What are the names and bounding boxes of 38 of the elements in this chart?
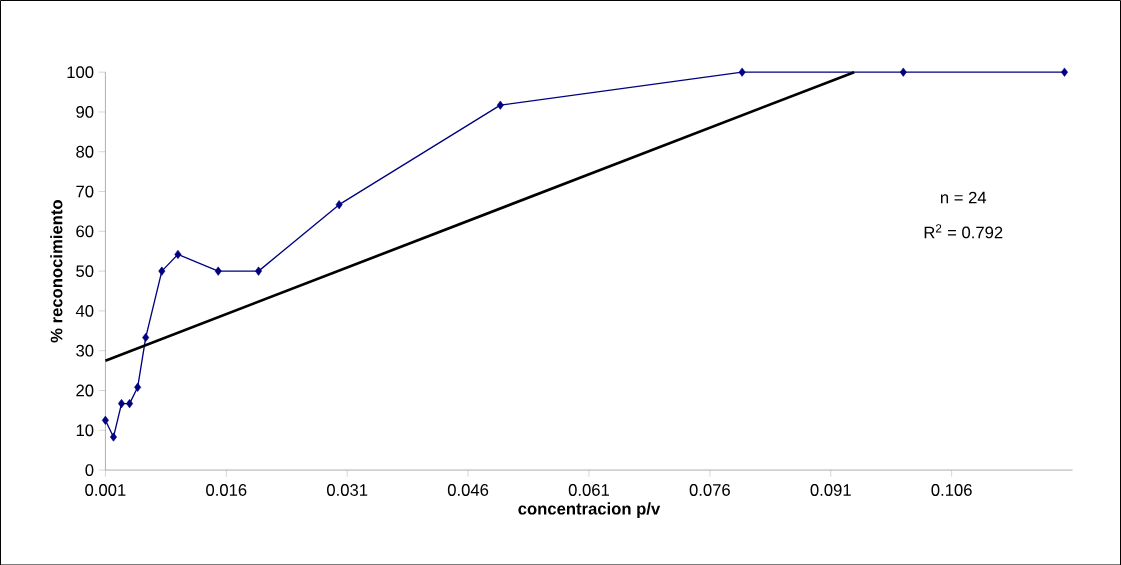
- x-tick-label: 0.031: [327, 483, 368, 496]
- annotation: n = 24: [940, 191, 987, 204]
- y-axis-title: % reconocimiento: [50, 199, 63, 343]
- x-tick-label: 0.046: [447, 483, 489, 496]
- annotation: R$^{2}$ = 0.792: [924, 224, 1003, 239]
- x-tick-label: 0.016: [206, 483, 247, 496]
- point: [101, 415, 109, 425]
- point: [126, 398, 134, 408]
- x-tick-label: 0.106: [931, 483, 972, 496]
- x-tick-label: 0.001: [85, 483, 126, 496]
- y-tick-label: 20: [76, 384, 94, 397]
- point: [214, 266, 222, 276]
- point: [158, 266, 166, 276]
- x-axis-title: concentracion p/v: [518, 502, 661, 518]
- point: [1061, 67, 1068, 77]
- point: [134, 382, 142, 392]
- y-tick-label: 50: [76, 264, 94, 277]
- point: [738, 67, 746, 77]
- point: [335, 199, 343, 209]
- point: [174, 249, 182, 259]
- y-tick-label: 40: [75, 304, 94, 317]
- y-tick-label: 0: [85, 463, 94, 476]
- y-tick-label: 80: [76, 145, 94, 158]
- point: [496, 100, 504, 110]
- x-tick-label: 0.091: [810, 483, 851, 496]
- point: [142, 332, 150, 342]
- x-tick-label: 0.076: [689, 483, 730, 496]
- point: [255, 266, 263, 276]
- y-tick-label: 10: [76, 424, 94, 436]
- y-tick-label: 100: [67, 66, 94, 78]
- y-tick-label: 30: [76, 344, 94, 357]
- point: [118, 398, 125, 408]
- point: [899, 67, 907, 77]
- point: [110, 432, 117, 442]
- x-tick-label: 0.061: [568, 483, 609, 496]
- y-tick-label: 90: [76, 105, 94, 118]
- y-tick-label: 70: [76, 185, 94, 198]
- y-tick-label: 60: [76, 225, 94, 237]
